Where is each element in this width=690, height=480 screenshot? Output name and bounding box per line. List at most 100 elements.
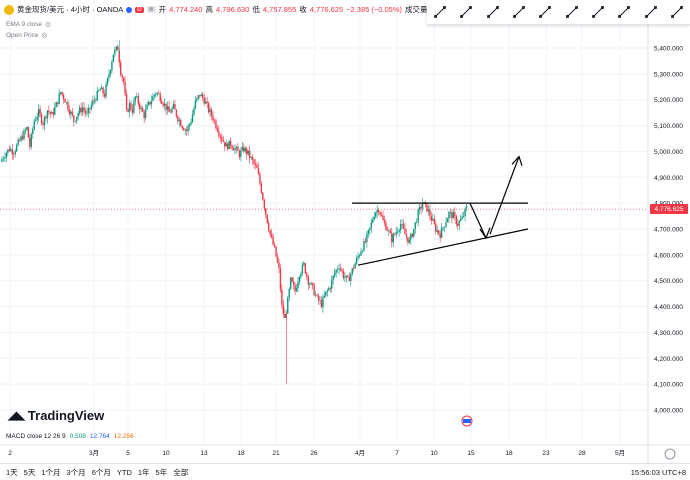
candle-body — [130, 103, 132, 110]
candle-body — [351, 268, 353, 275]
ema-label: EMA 9 close — [6, 20, 43, 28]
y-tick-label: 5,100.000 — [654, 123, 683, 130]
macd-legend[interactable]: MACD close 12 26 9 0.508 12.764 12.256 — [6, 433, 134, 440]
candle-body — [30, 134, 33, 147]
candle-body — [43, 116, 46, 126]
drawing-toolbar — [427, 0, 690, 25]
range-button[interactable]: 5天 — [23, 467, 36, 477]
candle-body — [84, 110, 87, 114]
candle-body — [335, 269, 337, 273]
candle-body — [377, 209, 380, 213]
candle-body — [462, 216, 465, 217]
candle-body — [197, 95, 200, 98]
range-button[interactable]: 1天 — [6, 467, 18, 477]
range-button[interactable]: YTD — [116, 467, 132, 477]
candle-body — [229, 140, 232, 146]
candle-body — [348, 277, 351, 282]
scroll-right-icon — [664, 448, 676, 460]
candle-body — [108, 74, 110, 79]
candle-body — [263, 199, 266, 209]
open-price-row[interactable]: Open Price ◎ — [6, 31, 48, 40]
candle-body — [251, 157, 254, 161]
candle-body — [366, 233, 368, 243]
candle-body — [21, 136, 24, 140]
vertical-line-icon[interactable] — [616, 4, 632, 20]
symbol-name[interactable]: 黄金现货/美元 · 4小时 · OANDA — [17, 5, 124, 14]
candle-body — [207, 102, 210, 113]
candle-body — [20, 136, 22, 141]
extended-line-icon[interactable] — [485, 4, 501, 20]
candle-body — [454, 212, 456, 216]
y-tick-label: 5,200.000 — [654, 97, 683, 104]
candle-body — [61, 92, 63, 95]
candle-body — [382, 215, 384, 221]
candle-body — [212, 115, 214, 121]
timezone-clock[interactable]: 15:56:03 UTC+8 — [630, 467, 686, 477]
info-line-icon[interactable] — [511, 4, 527, 20]
candle-body — [187, 125, 189, 132]
cross-line-icon[interactable] — [643, 4, 659, 20]
candle-body — [92, 100, 94, 105]
candle-body — [316, 294, 318, 296]
candle-body — [328, 287, 330, 291]
range-button[interactable]: 5年 — [155, 467, 168, 477]
candle-body — [8, 149, 11, 151]
x-tick-label: 2 — [8, 450, 12, 457]
candle-body — [297, 281, 299, 289]
candle-body — [402, 223, 405, 229]
horizontal-line-icon[interactable] — [564, 4, 580, 20]
candle-body — [203, 98, 205, 104]
x-tick-label: 10 — [162, 450, 170, 457]
ray-icon[interactable] — [458, 4, 474, 20]
candle-body — [345, 275, 348, 278]
candle-body — [222, 140, 224, 142]
candle-body — [156, 93, 159, 94]
x-tick-label: 26 — [310, 450, 318, 457]
x-tick-label: 5月 — [615, 449, 625, 457]
range-button[interactable]: 1个月 — [41, 467, 61, 477]
candle-body — [169, 112, 172, 113]
horizontal-ray-icon[interactable] — [590, 4, 606, 20]
candle-body — [59, 92, 62, 94]
range-button[interactable]: 1年 — [137, 467, 150, 477]
symbol-legend[interactable]: 黄金现货/美元 · 4小时 · OANDA D ≋ 开 4,774.240 高 4,… — [4, 4, 428, 15]
candle-body — [369, 227, 371, 231]
x-tick-label: 28 — [578, 450, 586, 457]
candle-body — [228, 140, 230, 150]
candle-body — [162, 103, 164, 106]
x-tick-label: 18 — [505, 450, 513, 457]
trend-line-icon[interactable] — [432, 4, 448, 20]
tradingview-wordmark: TradingView — [27, 408, 105, 423]
candle-body — [200, 94, 202, 97]
trend-angle-icon[interactable] — [537, 4, 553, 20]
candle-body — [332, 275, 334, 280]
x-tick-label: 3月 — [89, 449, 99, 457]
candle-body — [407, 237, 409, 243]
candle-body — [177, 116, 179, 122]
candle-body — [149, 101, 151, 105]
candle-body — [5, 152, 8, 158]
candle-body — [125, 94, 128, 110]
candle-body — [15, 144, 18, 152]
candle-body — [461, 216, 463, 220]
candle-body — [106, 78, 109, 85]
range-button[interactable]: 全部 — [173, 467, 189, 477]
support-trendline — [357, 228, 529, 266]
range-button[interactable]: 6个月 — [91, 467, 111, 477]
range-button[interactable]: 3个月 — [66, 467, 86, 477]
ema-indicator-row[interactable]: EMA 9 close ◎ — [6, 20, 51, 29]
current-price-label: 4,776.625 — [650, 204, 688, 214]
candle-body — [266, 214, 268, 223]
eye-icon[interactable]: ◎ — [41, 32, 48, 39]
eye-icon[interactable]: ◎ — [45, 21, 51, 28]
candle-body — [398, 230, 400, 232]
channel-icon[interactable] — [669, 4, 685, 20]
candle-body — [90, 104, 93, 109]
candle-body — [326, 290, 329, 292]
candle-body — [141, 108, 144, 112]
candle-body — [40, 114, 43, 124]
candle-body — [115, 46, 118, 50]
candle-body — [174, 103, 176, 110]
candle-body — [284, 313, 286, 318]
